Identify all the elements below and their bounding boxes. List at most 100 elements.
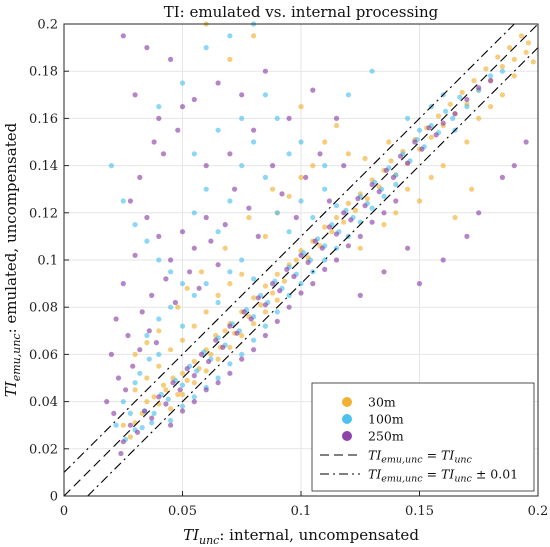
point-100m-119	[149, 420, 155, 426]
y-axis-label-rest: : emulated, uncompensated	[2, 122, 20, 333]
point-250m-3	[142, 408, 148, 414]
point-250m-107	[251, 347, 257, 353]
point-30m-36	[352, 207, 359, 213]
point-30m-20	[258, 302, 264, 308]
point-30m-42	[388, 158, 394, 164]
point-30m-74	[286, 193, 292, 199]
point-250m-110	[286, 304, 292, 310]
point-30m-121	[144, 340, 150, 346]
point-100m-2	[151, 410, 157, 416]
point-250m-123	[130, 363, 136, 369]
point-250m-85	[293, 214, 299, 221]
point-100m-43	[443, 108, 449, 114]
point-250m-58	[175, 127, 181, 133]
point-250m-128	[111, 410, 117, 416]
legend-label-dashdot: TIemu,unc = TIunc ± 0.01	[368, 467, 518, 485]
point-250m-40	[405, 160, 411, 166]
point-100m-83	[191, 292, 197, 298]
point-100m-68	[322, 186, 328, 192]
point-30m-8	[191, 358, 197, 365]
point-250m-56	[151, 139, 157, 145]
point-250m-68	[132, 252, 138, 258]
point-250m-120	[108, 351, 114, 357]
point-30m-76	[362, 155, 368, 162]
point-30m-85	[476, 115, 482, 121]
point-100m-84	[203, 281, 209, 287]
point-250m-39	[397, 153, 404, 159]
point-250m-30	[333, 231, 340, 237]
point-100m-66	[298, 198, 304, 204]
y-tick-label-6: 0.12	[29, 206, 58, 221]
point-30m-50	[435, 113, 442, 119]
point-100m-120	[369, 68, 375, 74]
point-100m-94	[215, 375, 221, 381]
point-100m-86	[227, 269, 233, 275]
legend-label-30m: 30m	[368, 395, 396, 410]
point-100m-60	[227, 198, 233, 204]
point-100m-127	[405, 115, 411, 121]
point-30m-32	[329, 229, 335, 235]
point-100m-53	[144, 238, 150, 244]
point-100m-80	[156, 316, 162, 322]
point-100m-87	[239, 257, 245, 263]
point-30m-75	[333, 122, 340, 129]
point-250m-90	[239, 92, 245, 98]
point-250m-137	[405, 245, 411, 251]
point-100m-111	[137, 370, 143, 376]
point-250m-118	[381, 210, 387, 216]
point-30m-89	[357, 245, 363, 251]
point-250m-57	[160, 151, 167, 157]
point-30m-90	[156, 363, 162, 369]
point-250m-41	[412, 139, 418, 145]
point-100m-64	[274, 210, 280, 216]
point-250m-27	[312, 238, 318, 244]
point-100m-54	[156, 257, 162, 263]
point-250m-15	[227, 323, 233, 329]
point-30m-83	[405, 186, 411, 192]
y-tick-label-9: 0.18	[29, 65, 58, 80]
point-250m-34	[362, 203, 368, 209]
point-100m-116	[113, 422, 119, 428]
point-250m-31	[341, 210, 347, 216]
x-tick-label-2: 0.1	[291, 504, 312, 519]
point-100m-108	[381, 193, 387, 199]
point-30m-14	[222, 328, 228, 334]
point-100m-109	[393, 181, 399, 188]
point-250m-32	[348, 217, 354, 223]
point-30m-71	[322, 139, 328, 145]
point-100m-110	[132, 380, 138, 386]
point-250m-115	[345, 243, 351, 249]
y-tick-label-8: 0.16	[29, 112, 58, 127]
point-30m-93	[191, 323, 197, 329]
point-100m-113	[156, 351, 162, 357]
point-30m-92	[179, 337, 186, 343]
point-30m-73	[298, 174, 304, 180]
point-100m-97	[251, 337, 257, 343]
point-100m-98	[262, 323, 268, 329]
point-250m-95	[310, 87, 316, 93]
point-250m-61	[144, 214, 150, 221]
point-30m-33	[333, 214, 340, 221]
point-30m-80	[393, 210, 399, 216]
point-100m-74	[156, 104, 162, 110]
point-30m-120	[156, 328, 162, 334]
point-30m-105	[227, 344, 233, 350]
point-250m-125	[146, 328, 152, 334]
point-30m-113	[298, 104, 304, 110]
point-250m-99	[251, 127, 257, 133]
point-100m-89	[144, 332, 150, 339]
point-30m-11	[208, 351, 214, 357]
point-30m-38	[364, 196, 370, 202]
point-250m-0	[120, 439, 126, 445]
point-30m-21	[262, 283, 268, 289]
point-250m-133	[511, 163, 517, 169]
point-30m-101	[179, 391, 186, 398]
y-axis-label: TIemu,unc: emulated, uncompensated	[2, 122, 23, 397]
point-30m-118	[222, 245, 228, 251]
point-100m-48	[488, 73, 494, 79]
point-30m-97	[239, 271, 245, 277]
point-30m-104	[215, 356, 221, 362]
point-30m-122	[132, 351, 138, 357]
point-100m-118	[139, 425, 145, 431]
point-30m-79	[262, 233, 268, 239]
